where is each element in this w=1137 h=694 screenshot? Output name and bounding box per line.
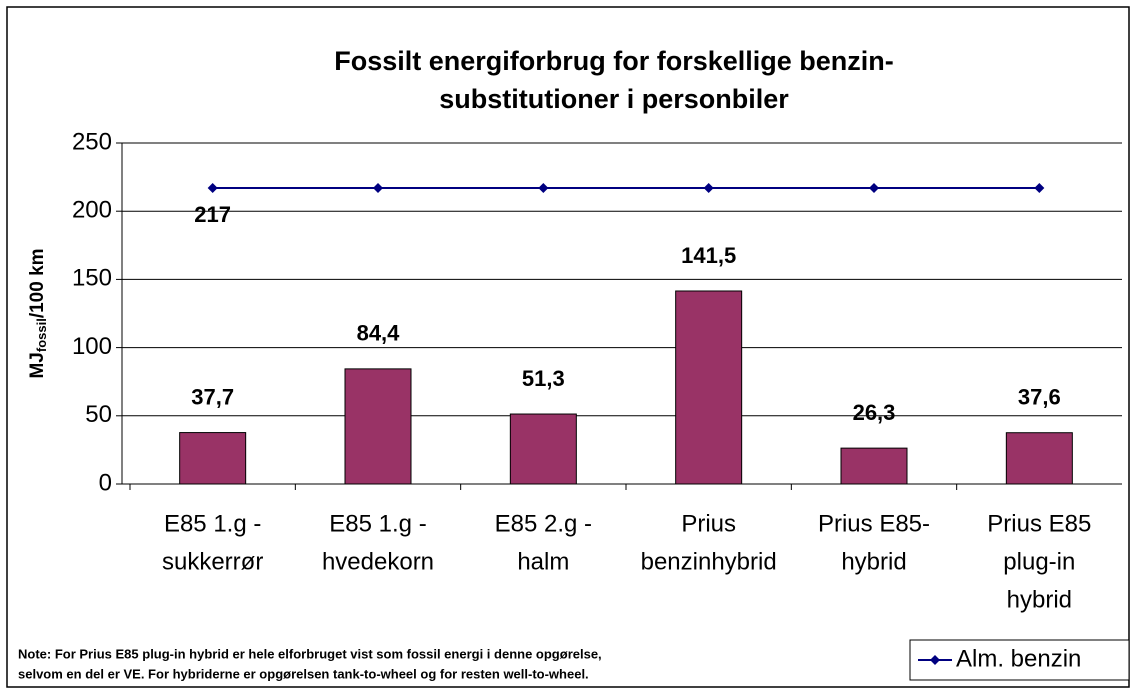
- line-marker: [869, 183, 879, 194]
- x-tick-label: benzinhybrid: [641, 548, 777, 575]
- line-marker: [538, 183, 549, 194]
- data-label: 37,6: [1018, 385, 1061, 410]
- y-tick-label: 200: [72, 197, 112, 224]
- line-marker: [207, 183, 218, 194]
- data-label: 51,3: [522, 366, 565, 391]
- data-label: 37,7: [191, 384, 234, 409]
- note: Note: For Prius E85 plug-in hybrid er he…: [18, 646, 602, 661]
- data-label: 217: [194, 202, 231, 227]
- x-tick-label: Prius: [681, 510, 736, 537]
- note: selvom en del er VE. For hybriderne er o…: [18, 666, 589, 681]
- y-tick-label: 250: [72, 128, 112, 155]
- x-tick-label: E85 2.g -: [495, 510, 592, 537]
- bar: [344, 368, 412, 485]
- x-tick-label: hvedekorn: [322, 548, 434, 575]
- legend-label: Alm. benzin: [956, 645, 1081, 672]
- bar: [1005, 432, 1073, 485]
- x-tick-label: hybrid: [1007, 586, 1072, 613]
- x-tick-label: halm: [517, 548, 569, 575]
- chart-border: [6, 6, 1130, 688]
- y-tick-label: 0: [99, 469, 112, 496]
- bar: [179, 432, 247, 485]
- line-marker: [703, 183, 714, 194]
- legend-box: [909, 639, 1130, 681]
- x-tick-label: sukkerrør: [162, 548, 263, 575]
- y-tick-label: 150: [72, 265, 112, 292]
- x-tick-label: Prius E85-: [818, 510, 930, 537]
- x-tick-label: hybrid: [841, 548, 906, 575]
- y-axis-label-part: fossil: [34, 318, 49, 352]
- chart-title: substitutioner i personbiler: [439, 84, 789, 114]
- line-marker: [373, 183, 383, 194]
- bar: [509, 413, 577, 485]
- y-tick-label: 100: [72, 333, 112, 360]
- data-label: 141,5: [681, 243, 736, 268]
- legend-marker: [930, 655, 940, 665]
- line-marker: [1034, 183, 1045, 194]
- x-tick-label: plug-in: [1003, 548, 1075, 575]
- bar: [675, 290, 743, 485]
- bar: [840, 447, 908, 485]
- y-axis-label-part: MJ: [27, 352, 48, 378]
- data-label: 84,4: [357, 321, 401, 346]
- y-tick-label: 50: [85, 401, 112, 428]
- chart-title: Fossilt energiforbrug for forskellige be…: [334, 46, 894, 76]
- x-tick-label: E85 1.g -: [164, 510, 261, 537]
- y-axis-label: MJfossil/100 km: [27, 248, 49, 378]
- data-label: 26,3: [853, 400, 896, 425]
- x-tick-label: E85 1.g -: [329, 510, 426, 537]
- y-axis-label-part: /100 km: [27, 248, 48, 318]
- x-tick-label: Prius E85: [987, 510, 1091, 537]
